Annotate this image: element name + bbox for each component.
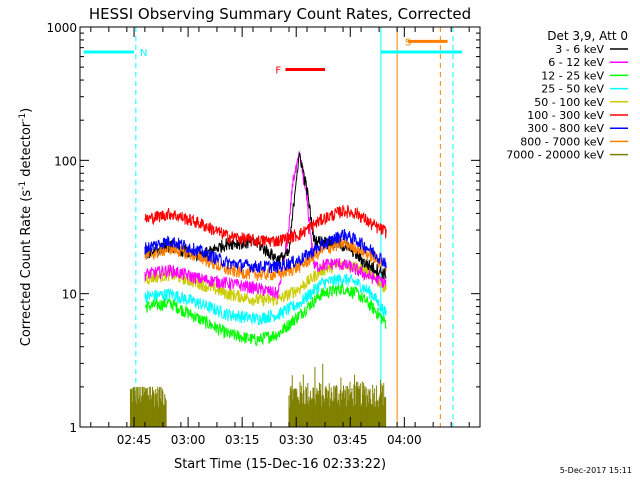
y-tick-label: 1 — [69, 421, 77, 435]
x-tick-label: 03:45 — [333, 433, 368, 447]
y-axis-label-sup2: -1 — [18, 113, 28, 122]
y-axis-label-end: ) — [19, 108, 34, 113]
series-50-100-keV — [144, 257, 387, 307]
y-axis-label-sup1: -1 — [18, 181, 28, 190]
x-axis: 02:45 03:00 03:15 03:30 03:45 04:00 — [90, 27, 470, 447]
x-tick-label: 04:00 — [387, 433, 422, 447]
legend-entry-label: 7000 - 20000 keV — [506, 149, 604, 162]
y-axis: 1 10 100 1000 — [46, 21, 480, 435]
burst-group-0 — [129, 386, 167, 427]
series-300-800-keV — [144, 228, 387, 274]
legend-entry-label: 300 - 800 keV — [527, 122, 604, 135]
series-6-12-keV — [144, 151, 387, 300]
legend-entry-label: 25 - 50 keV — [541, 83, 604, 96]
series-25-50-keV — [144, 273, 387, 326]
legend-entry-label: 100 - 300 keV — [527, 109, 604, 122]
legend-entry-label: 12 - 25 keV — [541, 69, 604, 82]
legend-entry-label: 3 - 6 keV — [555, 43, 604, 56]
plot-frame — [79, 26, 481, 428]
legend-header: Det 3,9, Att 0 — [547, 29, 628, 43]
y-tick-label: 100 — [54, 154, 77, 168]
y-axis-label-mid: detector — [19, 121, 34, 181]
legend-entry-label: 50 - 100 keV — [534, 96, 604, 109]
burst-group-1 — [288, 363, 387, 427]
y-axis-label-main: Corrected Count Rate (s — [19, 190, 34, 347]
chart-title: HESSI Observing Summary Count Rates, Cor… — [89, 5, 471, 23]
timestamp: 5-Dec-2017 15:11 — [560, 466, 632, 475]
flare-label: F — [275, 66, 281, 77]
x-axis-label: Start Time (15-Dec-16 02:33:22) — [174, 457, 386, 472]
legend-entry-label: 6 - 12 keV — [548, 56, 604, 69]
y-tick-label: 10 — [62, 288, 77, 302]
y-tick-label: 1000 — [46, 21, 77, 35]
x-tick-label: 02:45 — [117, 433, 152, 447]
plot-area: N S F — [83, 27, 462, 427]
x-tick-label: 03:00 — [171, 433, 206, 447]
series-800-7000-keV — [144, 237, 387, 281]
x-tick-label: 03:30 — [279, 433, 314, 447]
night-label: N — [140, 48, 147, 59]
x-tick-label: 03:15 — [225, 433, 260, 447]
legend-entry-label: 800 - 7000 keV — [520, 135, 604, 148]
saa-label: S — [405, 37, 411, 48]
series-100-300-keV — [144, 204, 387, 247]
y-axis-label: Corrected Count Rate (s-1 detector-1) — [18, 108, 34, 346]
series-12-25-keV — [144, 283, 387, 347]
